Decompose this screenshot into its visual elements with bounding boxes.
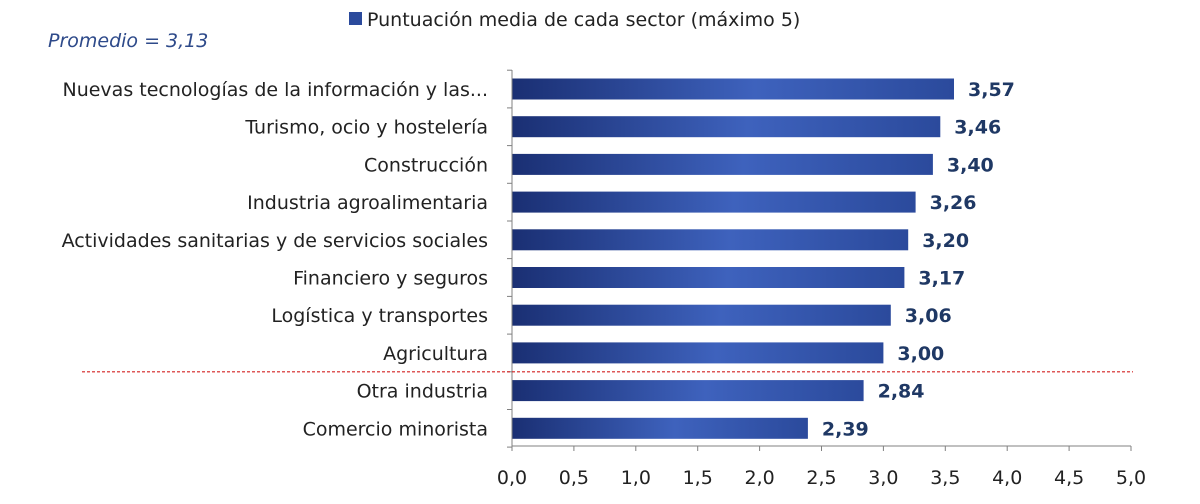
value-label: 3,06	[905, 305, 952, 327]
x-tick-label: 4,0	[992, 467, 1022, 489]
value-label: 3,26	[930, 192, 977, 214]
value-labels: 3,57 3,46 3,40 3,26 3,20 3,17 3,06 3,00 2,84 2,39	[822, 79, 1015, 440]
x-tick-label: 4,5	[1054, 467, 1084, 489]
bar	[512, 342, 884, 364]
bar	[512, 78, 954, 100]
category-label: Agricultura	[383, 343, 488, 365]
x-axis: 0,0 0,5 1,0 1,5 2,0 2,5 3,0 3,5 4,0 4,5 5,0	[497, 69, 1146, 489]
category-label: Actividades sanitarias y de servicios so…	[62, 230, 488, 252]
x-tick-label: 3,5	[930, 467, 960, 489]
category-label: Comercio minorista	[303, 418, 488, 440]
x-tick-label: 2,5	[806, 467, 836, 489]
bar	[512, 229, 909, 251]
value-label: 3,46	[954, 117, 1001, 139]
bar	[512, 380, 864, 402]
average-annotation: Promedio = 3,13	[48, 30, 208, 52]
value-label: 3,40	[947, 154, 994, 176]
category-label: Industria agroalimentaria	[247, 192, 488, 214]
category-label: Construcción	[364, 154, 488, 176]
x-tick-label: 5,0	[1116, 467, 1146, 489]
value-label: 3,57	[968, 79, 1015, 101]
bars-group	[512, 78, 954, 439]
x-tick-label: 1,0	[621, 467, 651, 489]
x-tick-label: 1,5	[683, 467, 713, 489]
category-label: Financiero y seguros	[293, 268, 488, 290]
value-label: 3,17	[918, 268, 965, 290]
bar	[512, 267, 905, 288]
category-label: Turismo, ocio y hostelería	[244, 117, 488, 139]
bar	[512, 191, 916, 213]
legend-swatch	[349, 12, 362, 25]
category-label: Otra industria	[357, 381, 488, 403]
x-tick-label: 3,0	[868, 467, 898, 489]
bar	[512, 417, 808, 439]
value-label: 3,20	[922, 230, 969, 252]
x-tick-label: 2,0	[744, 467, 774, 489]
category-labels: Nuevas tecnologías de la información y l…	[62, 79, 488, 440]
bar	[512, 116, 941, 138]
bar	[512, 153, 933, 175]
bar	[512, 304, 891, 326]
value-label: 2,84	[878, 381, 925, 403]
x-tick-label: 0,0	[497, 467, 527, 489]
category-label: Logística y transportes	[271, 305, 488, 327]
x-tick-label: 0,5	[559, 467, 589, 489]
value-label: 2,39	[822, 418, 869, 440]
legend-label: Puntuación media de cada sector (máximo …	[367, 9, 800, 31]
category-label: Nuevas tecnologías de la información y l…	[62, 79, 488, 101]
value-label: 3,00	[897, 343, 944, 365]
legend: Puntuación media de cada sector (máximo …	[349, 9, 800, 31]
